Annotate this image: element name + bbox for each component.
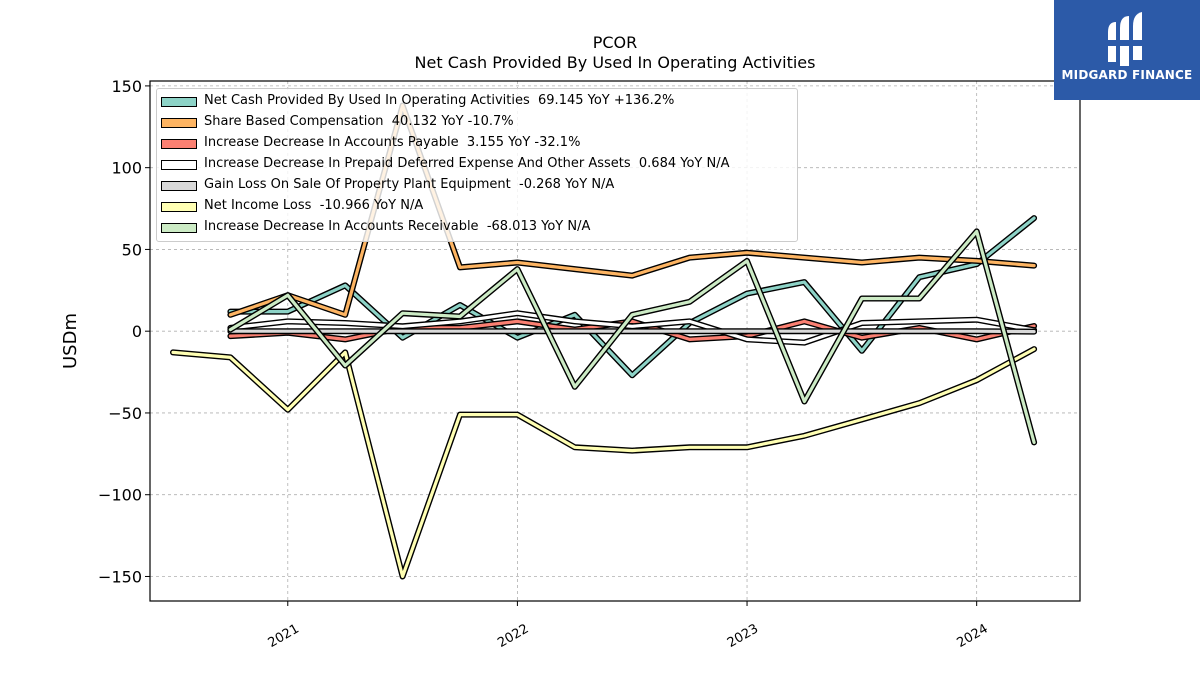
legend-label: Net Cash Provided By Used In Operating A… <box>204 93 675 108</box>
series-outline <box>170 346 1038 580</box>
series-stroke <box>171 347 1036 579</box>
y-axis: −150 −100 −50 0 50 100 150 <box>98 77 150 586</box>
legend-swatch <box>161 160 197 170</box>
legend-item: Gain Loss On Sale Of Property Plant Equi… <box>157 175 797 195</box>
series-line <box>227 102 1038 318</box>
legend-label: Share Based Compensation 40.132 YoY -10.… <box>204 114 514 129</box>
x-tick-label: 2023 <box>725 621 761 651</box>
legend-label: Net Income Loss -10.966 YoY N/A <box>204 198 424 213</box>
x-tick-label: 2022 <box>495 621 531 651</box>
series-stroke <box>228 216 1036 377</box>
series-line <box>227 310 1038 346</box>
y-tick-label: 150 <box>111 77 142 96</box>
series-line <box>227 228 1038 446</box>
series-stroke <box>228 229 1036 444</box>
legend-swatch <box>161 139 197 149</box>
legend-item: Increase Decrease In Accounts Payable 3.… <box>157 133 797 153</box>
y-tick-label: 0 <box>132 322 142 341</box>
series-lines <box>170 102 1038 580</box>
legend-label: Gain Loss On Sale Of Property Plant Equi… <box>204 177 615 192</box>
plot-frame <box>149 80 1081 602</box>
chart-legend: Net Cash Provided By Used In Operating A… <box>156 88 798 242</box>
midgard-logo-icon <box>1106 12 1146 66</box>
series-line <box>170 346 1038 580</box>
x-tick-label: 2021 <box>266 621 302 651</box>
y-tick-label: −100 <box>98 486 142 505</box>
legend-label: Increase Decrease In Accounts Payable 3.… <box>204 135 581 150</box>
y-tick-label: −50 <box>108 404 142 423</box>
y-tick-label: 50 <box>122 240 142 259</box>
legend-swatch <box>161 223 197 233</box>
legend-item: Increase Decrease In Prepaid Deferred Ex… <box>157 154 797 174</box>
x-axis: 2021 2022 2023 2024 <box>266 601 991 651</box>
series-line <box>227 215 1038 379</box>
legend-label: Increase Decrease In Prepaid Deferred Ex… <box>204 156 730 171</box>
legend-swatch <box>161 118 197 128</box>
legend-swatch <box>161 202 197 212</box>
legend-swatch <box>161 97 197 107</box>
legend-item: Net Income Loss -10.966 YoY N/A <box>157 196 797 216</box>
legend-item: Share Based Compensation 40.132 YoY -10.… <box>157 112 797 132</box>
legend-item: Increase Decrease In Accounts Receivable… <box>157 217 797 237</box>
legend-item: Net Cash Provided By Used In Operating A… <box>157 91 797 111</box>
y-axis-label: USDm <box>60 313 81 369</box>
x-tick-label: 2024 <box>955 621 991 651</box>
series-stroke <box>228 311 1036 345</box>
series-stroke <box>228 103 1036 317</box>
logo-text: MIDGARD FINANCE <box>1061 68 1193 82</box>
chart-title: PCOR <box>593 33 638 52</box>
y-tick-label: 100 <box>111 159 142 178</box>
legend-label: Increase Decrease In Accounts Receivable… <box>204 219 591 234</box>
y-tick-label: −150 <box>98 567 142 586</box>
legend-swatch <box>161 181 197 191</box>
chart-subtitle: Net Cash Provided By Used In Operating A… <box>415 53 816 72</box>
brand-logo: MIDGARD FINANCE <box>1054 0 1200 100</box>
